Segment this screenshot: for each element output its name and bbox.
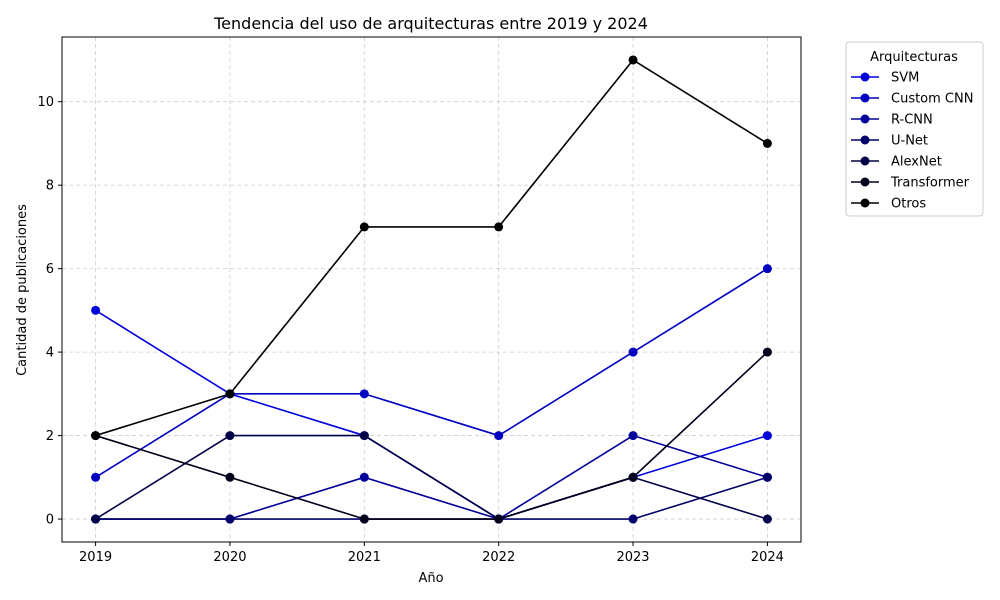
legend-item-alexnet: AlexNet bbox=[851, 155, 942, 170]
y-tick-label: 2 bbox=[46, 429, 54, 444]
data-point-otros bbox=[762, 138, 772, 148]
legend-box bbox=[845, 41, 984, 217]
data-point-custom-cnn bbox=[91, 472, 101, 482]
plot-frame bbox=[61, 36, 802, 543]
x-axis-ticks: 2019 2020 2021 2022 2023 2024 bbox=[79, 542, 784, 565]
grid bbox=[62, 37, 801, 542]
y-axis-label: Cantidad de publicaciones bbox=[15, 204, 30, 376]
data-point-alexnet bbox=[91, 514, 101, 524]
x-tick-label: 2019 bbox=[79, 550, 112, 565]
legend-label: AlexNet bbox=[891, 155, 942, 170]
x-tick-label: 2024 bbox=[751, 550, 784, 565]
series-layer bbox=[91, 55, 772, 524]
legend-marker bbox=[860, 135, 870, 145]
legend-marker bbox=[860, 93, 870, 103]
series-transformer bbox=[91, 347, 772, 524]
data-point-transformer bbox=[225, 472, 235, 482]
y-tick-label: 10 bbox=[37, 95, 54, 110]
chart-title: Tendencia del uso de arquitecturas entre… bbox=[213, 14, 648, 33]
legend-item-transformer: Transformer bbox=[851, 176, 970, 191]
legend-marker bbox=[860, 177, 870, 187]
series-otros bbox=[91, 55, 772, 441]
x-tick-label: 2022 bbox=[482, 550, 515, 565]
data-point-otros bbox=[225, 389, 235, 399]
data-point-transformer bbox=[628, 472, 638, 482]
legend-marker bbox=[860, 198, 870, 208]
data-point-svm bbox=[91, 305, 101, 315]
legend-item-otros: Otros bbox=[851, 197, 926, 212]
x-tick-label: 2023 bbox=[616, 550, 649, 565]
y-tick-label: 4 bbox=[46, 346, 54, 361]
legend-title: Arquitecturas bbox=[870, 50, 958, 65]
series-line-otros bbox=[95, 59, 768, 437]
series-line-alexnet bbox=[95, 434, 768, 520]
data-point-custom-cnn bbox=[494, 431, 504, 441]
legend-item-custom-cnn: Custom CNN bbox=[851, 92, 973, 107]
legend-label: Transformer bbox=[890, 176, 970, 191]
data-point-alexnet bbox=[762, 514, 772, 524]
data-point-alexnet bbox=[225, 431, 235, 441]
data-point-otros bbox=[359, 222, 369, 232]
data-point-svm bbox=[762, 431, 772, 441]
legend-marker bbox=[860, 72, 870, 82]
data-point-r-cnn bbox=[359, 472, 369, 482]
data-point-otros bbox=[91, 431, 101, 441]
x-tick-label: 2020 bbox=[213, 550, 246, 565]
data-point-transformer bbox=[494, 514, 504, 524]
x-axis-label: Año bbox=[418, 571, 443, 586]
legend-marker bbox=[860, 156, 870, 166]
data-point-transformer bbox=[762, 347, 772, 357]
data-point-u-net bbox=[225, 514, 235, 524]
y-tick-label: 8 bbox=[46, 179, 54, 194]
data-point-otros bbox=[494, 222, 504, 232]
legend-items: SVM Custom CNN R-CNN U-Net AlexNet Transforme… bbox=[851, 71, 973, 212]
y-tick-label: 0 bbox=[46, 513, 54, 528]
data-point-custom-cnn bbox=[359, 389, 369, 399]
y-tick-label: 6 bbox=[46, 262, 54, 277]
legend-label: R-CNN bbox=[891, 113, 933, 128]
legend-label: SVM bbox=[891, 71, 919, 86]
data-point-custom-cnn bbox=[762, 264, 772, 274]
legend-item-u-net: U-Net bbox=[851, 134, 928, 149]
series-line-custom-cnn bbox=[95, 267, 768, 478]
data-point-r-cnn bbox=[628, 431, 638, 441]
data-point-custom-cnn bbox=[628, 347, 638, 357]
legend: Arquitecturas SVM Custom CNN R-CNN U-Net Ale… bbox=[845, 41, 984, 217]
data-point-otros bbox=[628, 55, 638, 65]
legend-label: Otros bbox=[891, 197, 926, 212]
y-axis-ticks: 0 2 4 6 8 10 bbox=[37, 95, 62, 528]
data-point-u-net bbox=[762, 472, 772, 482]
legend-item-svm: SVM bbox=[851, 71, 919, 86]
data-point-transformer bbox=[359, 514, 369, 524]
series-alexnet bbox=[91, 431, 772, 524]
legend-marker bbox=[860, 114, 870, 124]
legend-label: Custom CNN bbox=[891, 92, 973, 107]
x-tick-label: 2021 bbox=[348, 550, 381, 565]
legend-label: U-Net bbox=[891, 134, 928, 149]
data-point-u-net bbox=[628, 514, 638, 524]
legend-item-r-cnn: R-CNN bbox=[851, 113, 933, 128]
data-point-alexnet bbox=[359, 431, 369, 441]
series-line-transformer bbox=[95, 351, 768, 520]
series-custom-cnn bbox=[91, 264, 772, 482]
